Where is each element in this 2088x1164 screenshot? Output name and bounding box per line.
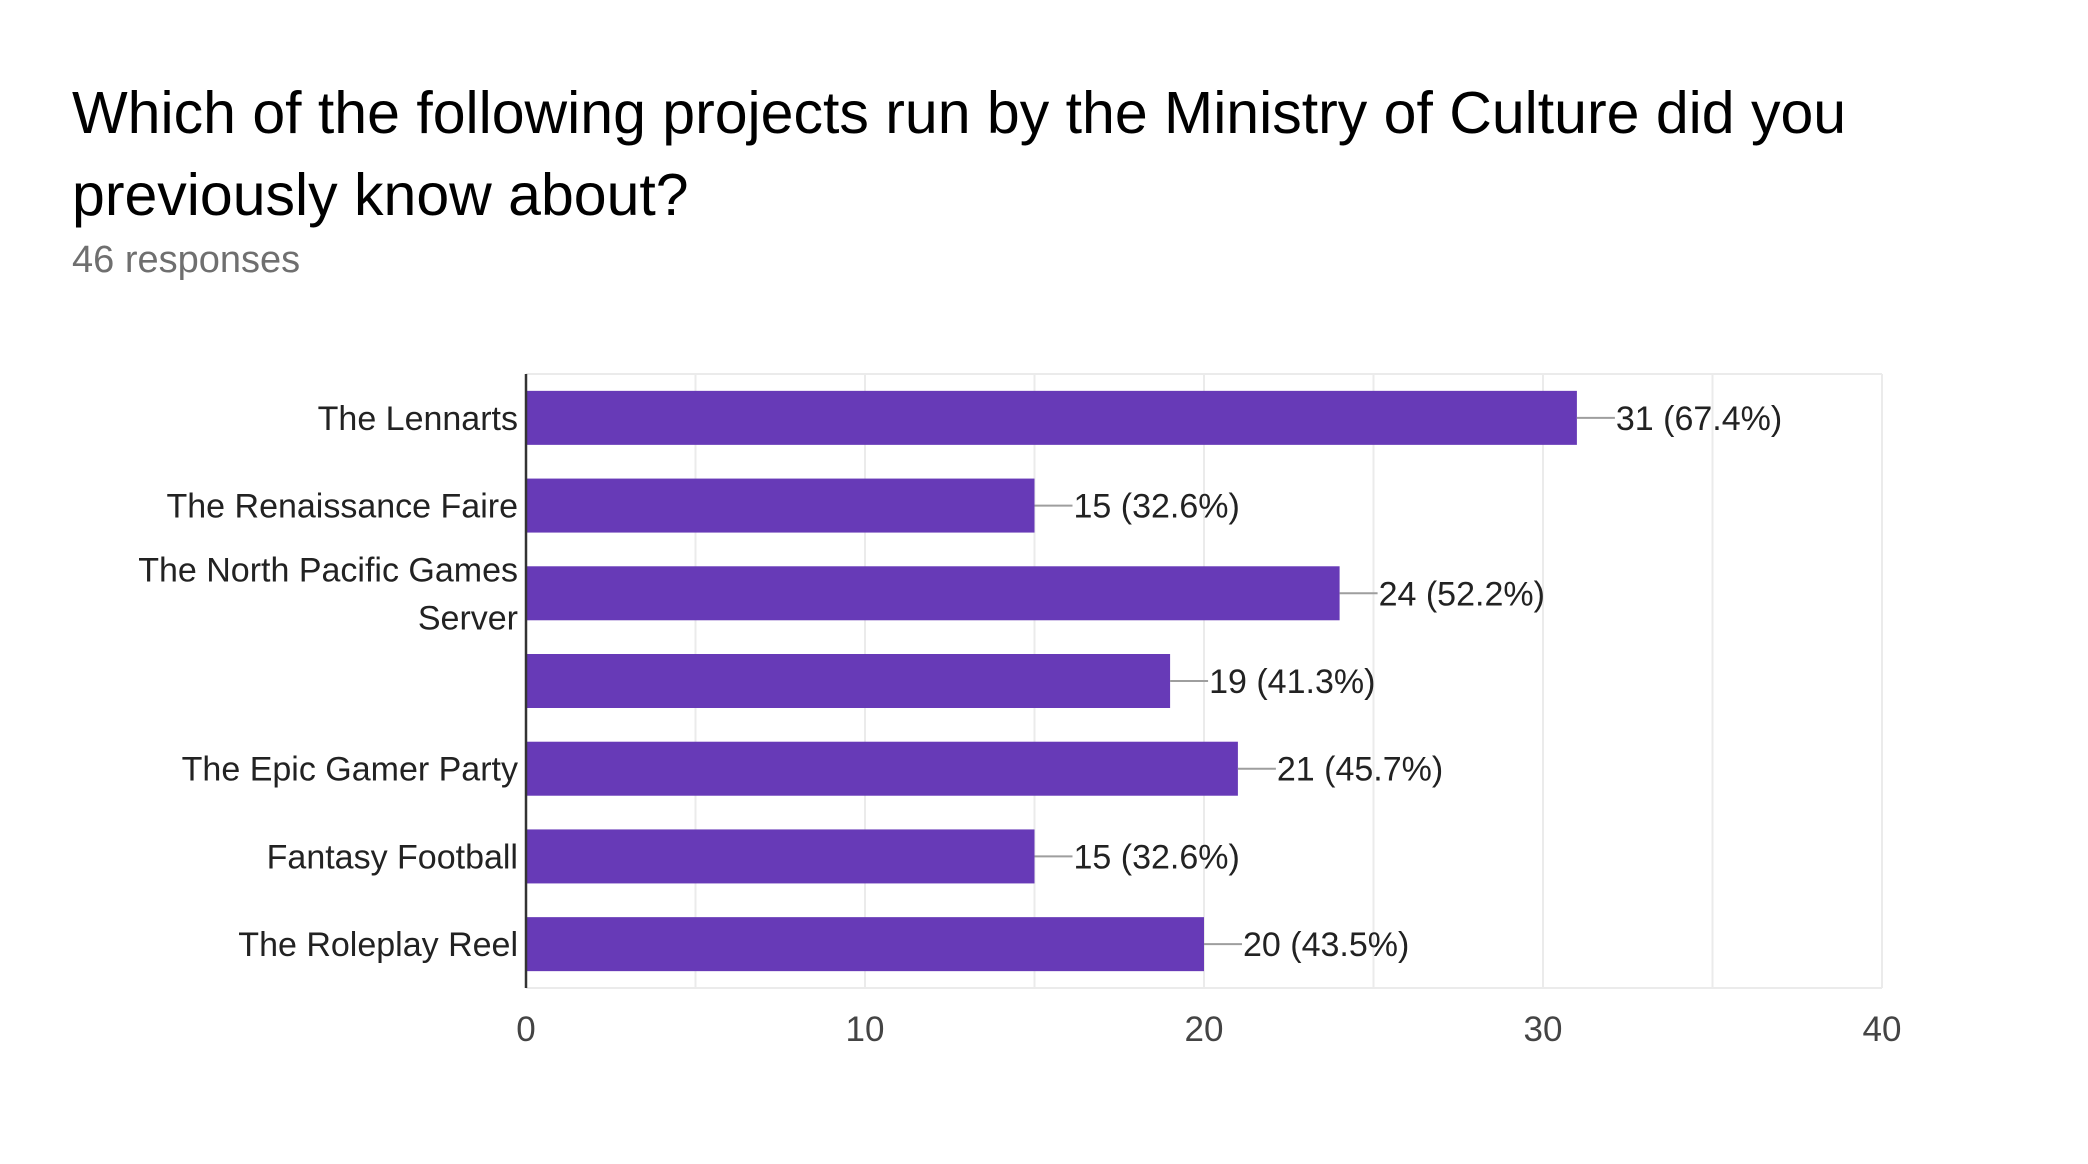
response-count: 46 responses — [72, 239, 301, 281]
category-label: The Roleplay Reel — [238, 926, 518, 964]
category-label: The Lennarts — [318, 400, 518, 438]
category-label: The Renaissance Faire — [166, 488, 518, 526]
bar — [526, 654, 1171, 708]
bar — [526, 917, 1204, 972]
category-label: The North Pacific Games — [138, 551, 518, 589]
data-label: 15 (32.6%) — [1074, 488, 1240, 526]
data-label: 31 (67.4%) — [1616, 400, 1782, 438]
data-label: 19 (41.3%) — [1209, 663, 1375, 701]
category-label: Server — [418, 599, 518, 637]
question-title: Which of the following projects run by t… — [72, 80, 1847, 228]
bar — [526, 829, 1035, 884]
x-tick-label: 30 — [1524, 1010, 1563, 1049]
x-tick-label: 10 — [846, 1010, 885, 1049]
data-label: 20 (43.5%) — [1243, 926, 1409, 964]
x-tick-label: 40 — [1863, 1010, 1902, 1049]
bar — [526, 741, 1238, 796]
bar — [526, 566, 1340, 621]
category-label: The Epic Gamer Party — [182, 751, 518, 789]
data-label: 21 (45.7%) — [1277, 751, 1443, 789]
label-layer: 31 (67.4%) The Lennarts 15 (32.6%) The Rena… — [138, 400, 1782, 964]
data-label: 15 (32.6%) — [1074, 838, 1240, 876]
bar-layer — [526, 390, 1615, 972]
axis-layer: 0 10 20 30 40 — [516, 374, 1901, 1049]
category-label: Fantasy Football — [267, 838, 518, 876]
bar — [526, 478, 1035, 533]
bar — [526, 390, 1577, 445]
x-tick-label: 20 — [1185, 1010, 1224, 1049]
data-label: 24 (52.2%) — [1379, 575, 1545, 613]
x-tick-label: 0 — [516, 1010, 535, 1049]
